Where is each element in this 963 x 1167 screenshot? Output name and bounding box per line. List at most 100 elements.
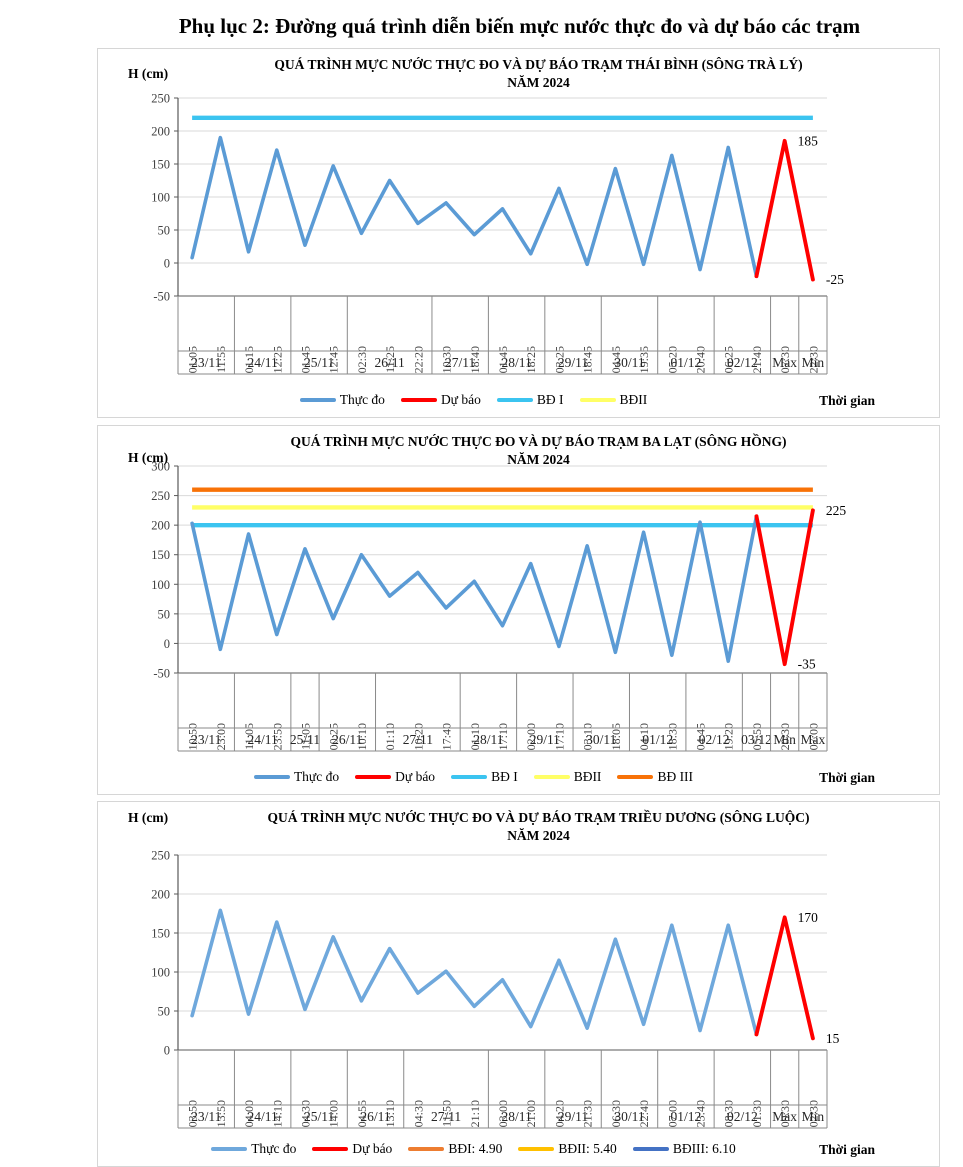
chart-ba-lat: 300 250 200 150 100 50 0 -50 -35 225 10:50 23:00 11:… [97, 425, 940, 795]
x-tick-time-label: 11:05 [242, 723, 256, 750]
legend: Thực đo Dự báo BĐI: 4.90 BĐII: 5.40 BĐIII: 6… [158, 1140, 789, 1158]
x-date-label: 27/11 [445, 355, 475, 370]
x-tick-time-label: 09:30 [778, 1100, 792, 1127]
x-tick-time-label: 21:10 [468, 1100, 482, 1127]
x-tick-time-label: 22:40 [637, 1100, 651, 1127]
y-tick-label: 150 [151, 158, 170, 172]
x-date-label: 24/11 [248, 1109, 278, 1124]
x-tick-time-label: 04:30 [411, 1100, 425, 1127]
y-tick-label: 250 [151, 489, 170, 503]
x-tick-time-label: 01:10 [468, 723, 482, 750]
y-tick-label: 300 [151, 460, 170, 474]
measured-series-line [190, 908, 759, 1037]
chart-title-line1: QUÁ TRÌNH MỰC NƯỚC THỰC ĐO VÀ DỰ BÁO TRẠ… [267, 810, 810, 825]
legend-label: BĐ I [491, 769, 518, 784]
y-tick-label: 0 [164, 1044, 170, 1058]
data-label: 185 [798, 133, 819, 148]
x-tick-time-label: 04:30 [298, 1100, 312, 1127]
x-tick-time-label: 02:30 [355, 346, 369, 373]
y-tick-label: 150 [151, 548, 170, 562]
x-tick-time-label: 11:05 [298, 723, 312, 750]
legend-item: BĐ III [617, 769, 693, 785]
legend-swatch [518, 1147, 555, 1151]
chart-title-line2: NĂM 2024 [507, 75, 570, 91]
legend-label: BĐIII: 6.10 [672, 1141, 736, 1156]
x-tick-time-label: 22:20 [411, 346, 425, 373]
y-tick-label: 200 [151, 125, 170, 139]
x-tick-time-label: 03:00 [496, 1100, 510, 1127]
legend-label: Thực đo [251, 1141, 297, 1156]
x-date-label: Min [802, 355, 825, 370]
legend-item: Dự báo [400, 392, 481, 408]
legend-item: BĐII: 5.40 [518, 1141, 617, 1157]
y-tick-label: 0 [164, 257, 170, 271]
x-tick-time-label: 02:00 [524, 723, 538, 750]
legend-item: Thực đo [253, 769, 339, 785]
x-tick-time-label: 04:55 [355, 1100, 369, 1127]
x-date-label: 28/11 [501, 1109, 531, 1124]
x-date-label: 30/11 [586, 732, 616, 747]
legend-label: BĐII [619, 392, 648, 407]
chart-title-line1: QUÁ TRÌNH MỰC NƯỚC THỰC ĐO VÀ DỰ BÁO TRẠ… [274, 57, 803, 72]
x-date-label: 23/11 [191, 732, 221, 747]
legend-swatch [400, 398, 437, 402]
x-tick-time-label: 23:00 [214, 723, 228, 750]
x-tick-time-label: 21:40 [750, 346, 764, 373]
x-date-label: Max [801, 732, 826, 747]
x-date-label: 30/11 [614, 1109, 644, 1124]
y-tick-label: 150 [151, 927, 170, 941]
x-date-label: 02/12 [727, 355, 758, 370]
legend-item: BĐIII: 6.10 [632, 1141, 736, 1157]
x-tick-time-label: 13:10 [383, 1100, 397, 1127]
x-date-label: 26/11 [332, 732, 362, 747]
x-tick-time-label: 20:30 [778, 723, 792, 750]
x-date-label: Min [802, 1109, 825, 1124]
y-tick-label: 50 [158, 224, 171, 238]
x-date-label: 28/11 [501, 355, 531, 370]
chart-plot: 250 200 150 100 50 0 -50 185 -25 01:05 11:55 01:15 1… [151, 92, 844, 375]
x-tick-time-label: 19:20 [722, 723, 736, 750]
x-tick-time-label: 06:30 [609, 1100, 623, 1127]
legend-swatch [299, 398, 336, 402]
x-date-label: 30/11 [614, 355, 644, 370]
x-tick-time-label: 00:25 [327, 723, 341, 750]
measured-series-line [190, 135, 759, 278]
x-tick-time-label: 01:45 [298, 346, 312, 373]
legend-swatch [579, 398, 616, 402]
data-label: 15 [826, 1031, 840, 1046]
legend-item: BĐ I [451, 769, 518, 785]
y-tick-label: -50 [153, 667, 170, 681]
legend-label: Dự báo [352, 1141, 393, 1156]
y-axis-title: H (cm) [128, 66, 169, 81]
legend-label: BĐI: 4.90 [448, 1141, 503, 1156]
x-tick-time-label: 11:55 [214, 346, 228, 373]
data-label: 170 [798, 910, 819, 925]
x-tick-time-label: 13:50 [214, 1100, 228, 1127]
x-date-label: 01/12 [642, 732, 673, 747]
legend-swatch [211, 1147, 248, 1151]
chart-title-line2: NĂM 2024 [507, 828, 570, 844]
y-axis-title: H (cm) [128, 450, 169, 465]
x-date-label: 02/12 [727, 1109, 758, 1124]
legend-item: Dự báo [355, 769, 435, 785]
legend-label: BĐII: 5.40 [558, 1141, 617, 1156]
x-tick-time-label: 14:00 [327, 1100, 341, 1127]
measured-series-line [190, 514, 759, 663]
legend-label: Thực đo [339, 392, 385, 407]
x-tick-time-label: 01:30 [750, 1100, 764, 1127]
legend-item: BĐ I [496, 392, 564, 408]
data-label: 225 [826, 503, 847, 518]
legend-swatch [533, 775, 570, 779]
chart-trieu-duong: 250 200 150 100 50 0 170 15 03:50 13:50 04:00 14:10… [97, 801, 940, 1167]
x-tick-time-label: 04:20 [552, 1100, 566, 1127]
x-date-label: 01/12 [671, 355, 702, 370]
x-tick-time-label: 01:45 [496, 346, 510, 373]
chart-title: QUÁ TRÌNH MỰC NƯỚC THỰC ĐO VÀ DỰ BÁO TRẠ… [168, 56, 909, 92]
x-tick-time-label: 17:40 [440, 723, 454, 750]
x-date-label: 26/11 [375, 355, 405, 370]
legend-swatch [253, 775, 290, 779]
x-tick-time-label: 10:20 [411, 723, 425, 750]
y-axis-title: H (cm) [128, 810, 169, 825]
x-tick-time-label: 10:30 [440, 346, 454, 373]
